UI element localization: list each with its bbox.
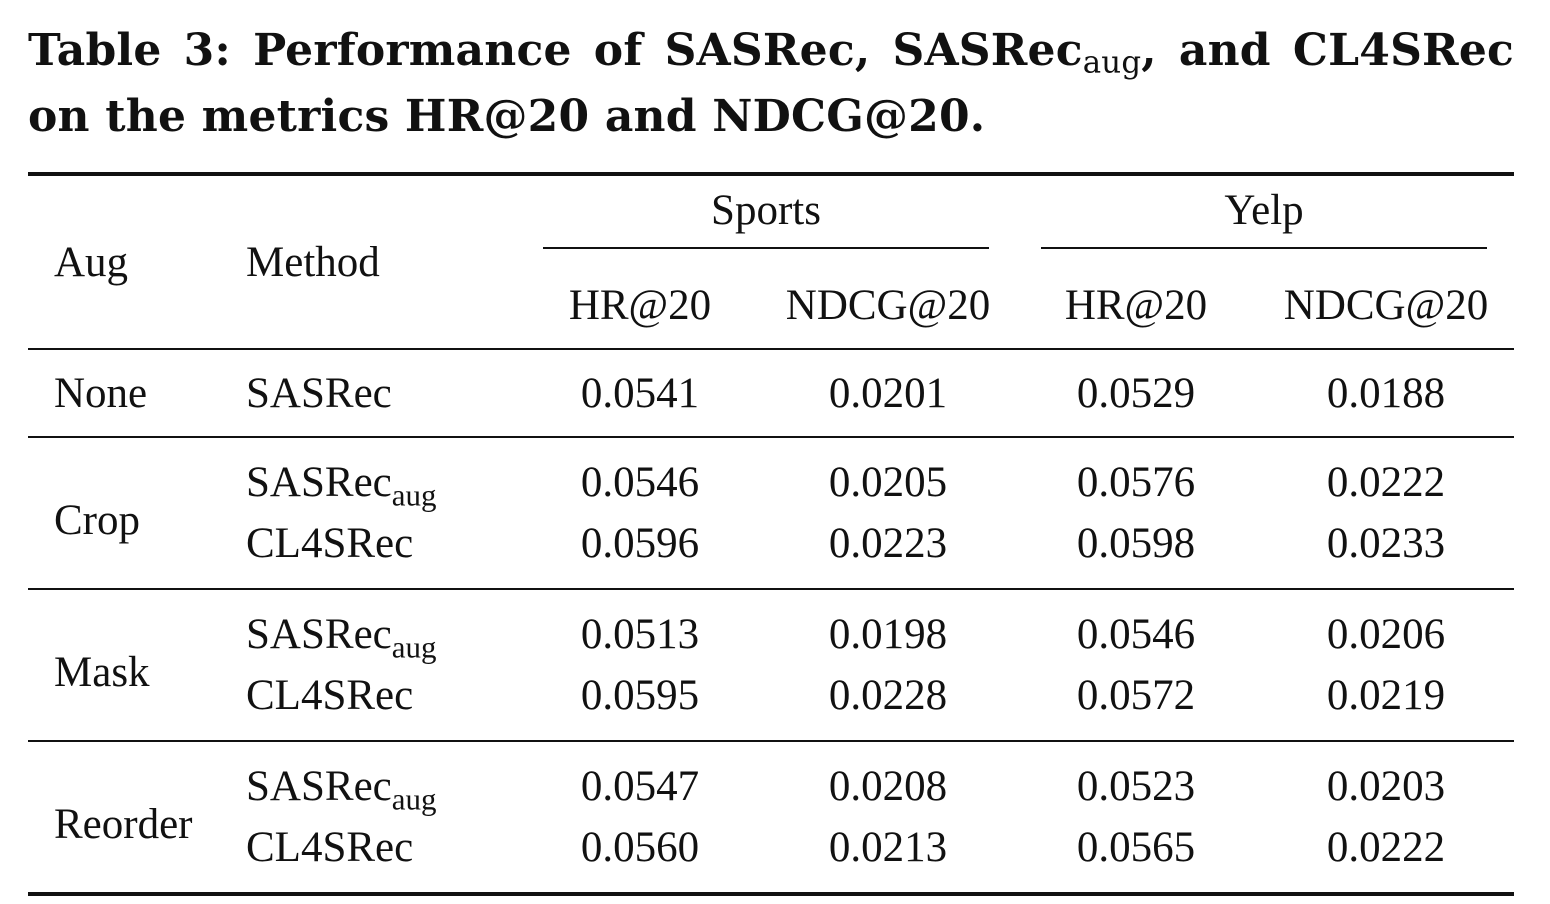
cell-value: 0.0188 [1326,369,1446,417]
cell-value: 0.0547 [580,763,700,810]
cell-method: SASRec [246,369,392,417]
cell-value: 0.0576 [1076,459,1196,506]
table-row: None SASRec 0.0541 0.0201 0.0529 0.0188 [28,349,1514,437]
header-aug: Aug [54,238,129,286]
header-group-yelp: Yelp [1014,174,1514,262]
table-row: Crop SASRecaug 0.0546 0.0205 0.0576 0.02… [28,437,1514,544]
method-name: SASRec [246,763,392,810]
cell-value: 0.0523 [1076,763,1196,810]
table-row: Reorder SASRecaug 0.0547 0.0208 0.0523 0… [28,741,1514,848]
results-table: Aug Method Sports Yelp HR@20 NDCG@20 HR@… [28,172,1514,896]
header-method: Method [246,238,380,286]
header-group-yelp-label: Yelp [1041,189,1487,249]
cell-value: 0.0205 [828,459,948,506]
cell-value: 0.0233 [1326,520,1446,567]
cell-aug: Crop [54,496,140,544]
cell-method: SASRecaug [246,589,518,665]
cell-value: 0.0546 [580,459,700,506]
caption-text-part-2: , and CL4SRec on the metrics HR@20 and N… [28,25,1515,142]
cell-method: CL4SRec [246,824,414,871]
method-subscript: aug [391,629,437,665]
method-name: SASRec [246,611,392,658]
table-row: CL4SRec 0.0560 0.0213 0.0565 0.0222 [28,817,1514,894]
cell-value: 0.0598 [1076,520,1196,567]
results-table-container: Aug Method Sports Yelp HR@20 NDCG@20 HR@… [28,172,1514,896]
cell-value: 0.0596 [580,520,700,567]
table-row: Mask SASRecaug 0.0513 0.0198 0.0546 0.02… [28,589,1514,696]
cell-aug: Reorder [54,800,193,848]
cell-value: 0.0223 [828,520,948,567]
cell-value: 0.0541 [580,369,700,417]
cell-value: 0.0529 [1076,369,1196,417]
cell-method: CL4SRec [246,520,414,567]
header-metric-yelp-ndcg: NDCG@20 [1283,281,1489,329]
cell-value: 0.0213 [828,824,948,871]
method-subscript: aug [391,781,437,817]
cell-aug: Mask [54,648,150,696]
cell-value: 0.0595 [580,672,700,719]
header-row-groups: Aug Method Sports Yelp [28,174,1514,286]
cell-method: SASRecaug [246,437,518,513]
cell-value: 0.0222 [1326,824,1446,871]
header-metric-sports-ndcg: NDCG@20 [785,281,991,329]
header-row-metrics: HR@20 NDCG@20 HR@20 NDCG@20 [28,262,1514,349]
cell-value: 0.0228 [828,672,948,719]
table-caption: Table 3: Performance of SASRec, SASRecau… [28,18,1514,150]
method-name: SASRec [246,459,392,506]
cell-aug: None [54,369,148,417]
caption-subscript: aug [1082,44,1142,81]
cell-value: 0.0546 [1076,611,1196,658]
cell-value: 0.0208 [828,763,948,810]
cell-value: 0.0565 [1076,824,1196,871]
caption-text-part-1: Performance of SASRec, SASRec [253,25,1083,76]
cell-value: 0.0198 [828,611,948,658]
cell-value: 0.0513 [580,611,700,658]
cell-value: 0.0219 [1326,672,1446,719]
cell-value: 0.0222 [1326,459,1446,506]
header-metric-yelp-hr: HR@20 [1064,281,1208,329]
cell-value: 0.0203 [1326,763,1446,810]
cell-method: SASRecaug [246,741,518,817]
method-subscript: aug [391,477,437,513]
cell-method: CL4SRec [246,672,414,719]
cell-value: 0.0572 [1076,672,1196,719]
table-row: CL4SRec 0.0595 0.0228 0.0572 0.0219 [28,665,1514,741]
header-metric-sports-hr: HR@20 [568,281,712,329]
cell-value: 0.0206 [1326,611,1446,658]
cell-value: 0.0560 [580,824,700,871]
caption-label: Table 3: [28,25,231,76]
header-group-sports-label: Sports [543,189,989,249]
cell-value: 0.0201 [828,369,948,417]
table-row: CL4SRec 0.0596 0.0223 0.0598 0.0233 [28,513,1514,589]
header-group-sports: Sports [518,174,1014,262]
